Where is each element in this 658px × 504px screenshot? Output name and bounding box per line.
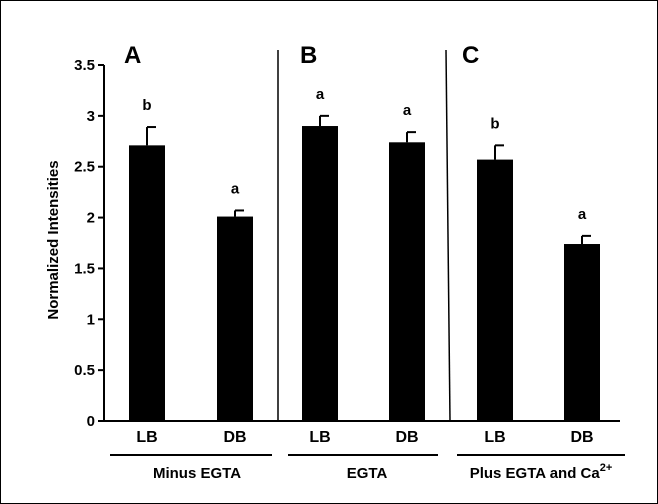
significance-letter: a xyxy=(316,86,325,103)
significance-letter: a xyxy=(578,206,587,223)
y-ticks: 0 0.5 1 1.5 2 2.5 3 3.5 xyxy=(74,57,104,430)
y-tick-label: 0.5 xyxy=(74,362,95,379)
bar xyxy=(217,216,253,421)
y-tick-label: 2 xyxy=(87,210,95,227)
group-label: EGTA xyxy=(347,465,388,482)
category-label: DB xyxy=(395,429,418,446)
significance-letter: b xyxy=(490,115,499,132)
y-tick-label: 3.5 xyxy=(74,57,95,74)
y-tick-label: 0 xyxy=(87,413,95,430)
panel-label: B xyxy=(300,42,317,69)
significance-letter: a xyxy=(231,180,240,197)
category-label: LB xyxy=(136,429,157,446)
bar xyxy=(389,142,425,421)
group-label: Minus EGTA xyxy=(153,465,241,482)
category-label: DB xyxy=(570,429,593,446)
significance-letter: a xyxy=(403,102,412,119)
y-tick-label: 3 xyxy=(87,108,95,125)
category-label: DB xyxy=(223,429,246,446)
axes xyxy=(103,49,625,456)
y-tick-label: 2.5 xyxy=(74,159,95,176)
bars xyxy=(129,114,600,422)
panel-label: C xyxy=(462,42,479,69)
panel-label: A xyxy=(124,42,141,69)
panel-separator xyxy=(445,49,451,422)
bar xyxy=(129,145,165,421)
bar xyxy=(564,244,600,421)
group-label-superscript: 2+ xyxy=(600,462,613,474)
bar xyxy=(302,126,338,422)
labels: Ab LB a DB Minus EGTA Ba LB a DB EGTA Cb LB a DB Plus … xyxy=(124,42,612,482)
group-label: Plus EGTA and Ca2+ xyxy=(470,462,613,482)
bar xyxy=(477,159,513,421)
y-tick-label: 1.5 xyxy=(74,260,95,277)
category-label: LB xyxy=(484,429,505,446)
y-axis-label: Normalized Intensities xyxy=(45,160,62,319)
category-label: LB xyxy=(309,429,330,446)
y-tick-label: 1 xyxy=(87,311,95,328)
significance-letter: b xyxy=(142,97,151,114)
